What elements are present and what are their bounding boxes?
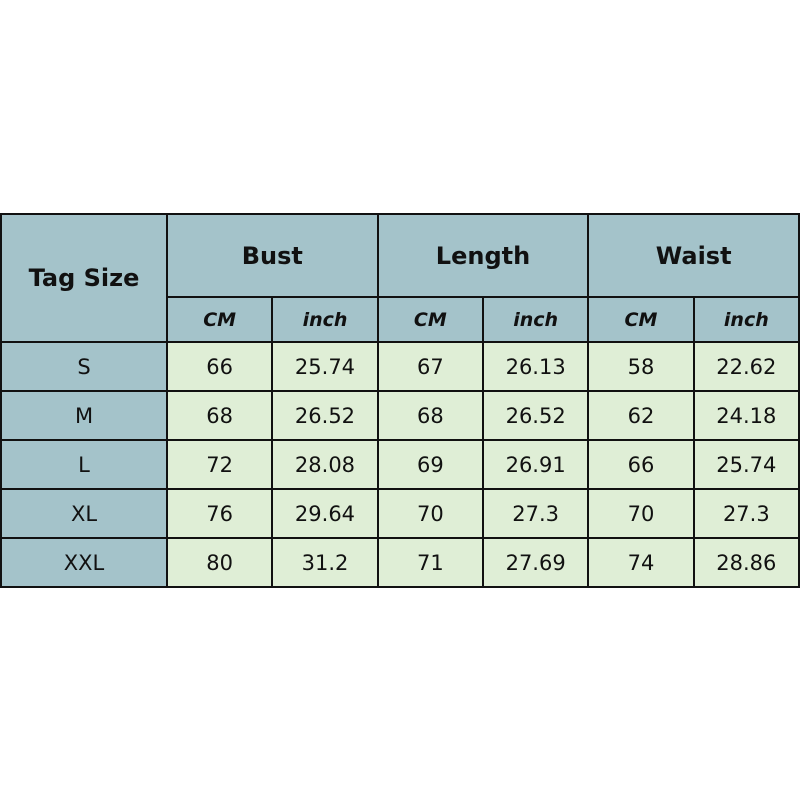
table-row: XL 76 29.64 70 27.3 70 27.3 — [0, 488, 800, 539]
value-cell: 62 — [587, 390, 695, 441]
value-cell: 67 — [376, 341, 484, 392]
value-cell: 66 — [587, 439, 695, 490]
size-cell: S — [0, 341, 168, 392]
value-cell: 71 — [376, 537, 484, 588]
waist-header: Waist — [587, 213, 800, 298]
size-cell: M — [0, 390, 168, 441]
table-row: L 72 28.08 69 26.91 66 25.74 — [0, 439, 800, 490]
tag-size-header: Tag Size — [0, 213, 168, 343]
unit-header: inch — [692, 296, 800, 343]
value-cell: 80 — [165, 537, 274, 588]
value-cell: 72 — [165, 439, 274, 490]
value-cell: 66 — [165, 341, 274, 392]
value-cell: 28.08 — [271, 439, 379, 490]
table-row: S 66 25.74 67 26.13 58 22.62 — [0, 341, 800, 392]
value-cell: 27.69 — [481, 537, 590, 588]
value-cell: 68 — [165, 390, 274, 441]
unit-header: CM — [165, 296, 274, 343]
value-cell: 68 — [376, 390, 484, 441]
value-cell: 27.3 — [692, 488, 800, 539]
unit-header: inch — [271, 296, 379, 343]
table-row: XXL 80 31.2 71 27.69 74 28.86 — [0, 537, 800, 588]
size-cell: L — [0, 439, 168, 490]
value-cell: 26.52 — [271, 390, 379, 441]
size-cell: XXL — [0, 537, 168, 588]
value-cell: 26.91 — [481, 439, 590, 490]
value-cell: 29.64 — [271, 488, 379, 539]
unit-header: CM — [376, 296, 484, 343]
size-chart-table: Tag Size Bust Length Waist CM inch CM inch C… — [0, 213, 800, 588]
value-cell: 70 — [587, 488, 695, 539]
value-cell: 76 — [165, 488, 274, 539]
value-cell: 25.74 — [271, 341, 379, 392]
value-cell: 25.74 — [692, 439, 800, 490]
size-cell: XL — [0, 488, 168, 539]
unit-header: inch — [481, 296, 590, 343]
value-cell: 26.52 — [481, 390, 590, 441]
value-cell: 70 — [376, 488, 484, 539]
value-cell: 69 — [376, 439, 484, 490]
value-cell: 28.86 — [692, 537, 800, 588]
value-cell: 27.3 — [481, 488, 590, 539]
length-header: Length — [376, 213, 590, 298]
value-cell: 74 — [587, 537, 695, 588]
value-cell: 22.62 — [692, 341, 800, 392]
value-cell: 31.2 — [271, 537, 379, 588]
value-cell: 26.13 — [481, 341, 590, 392]
value-cell: 58 — [587, 341, 695, 392]
table-row: M 68 26.52 68 26.52 62 24.18 — [0, 390, 800, 441]
value-cell: 24.18 — [692, 390, 800, 441]
unit-header: CM — [587, 296, 695, 343]
bust-header: Bust — [166, 213, 379, 298]
